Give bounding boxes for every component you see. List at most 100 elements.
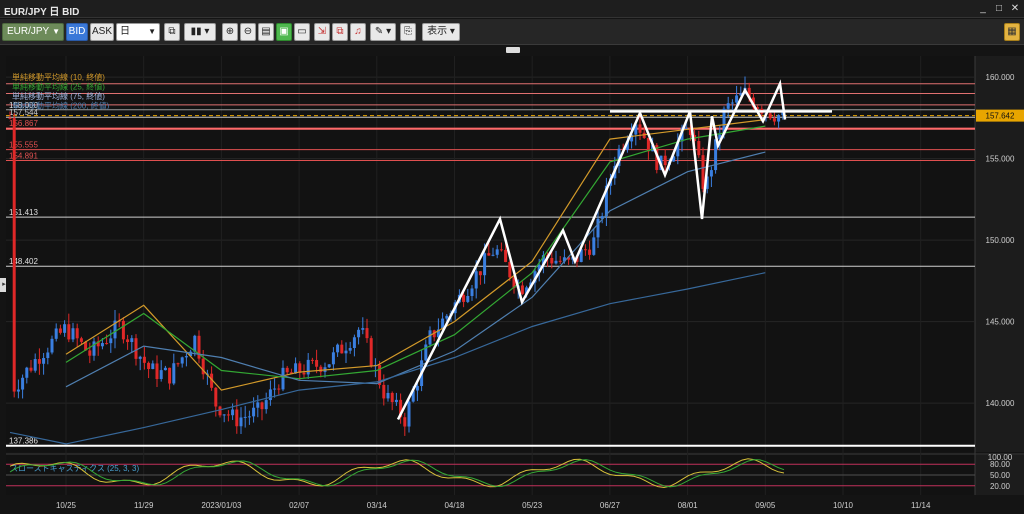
candle-body <box>50 338 54 353</box>
candle-body <box>96 341 100 347</box>
alert-icon[interactable]: ♫ <box>350 23 366 41</box>
display-label: 表示 <box>427 26 448 37</box>
candle-body <box>172 363 176 384</box>
window-icon[interactable]: ▭ <box>294 23 310 41</box>
candle-body <box>289 372 293 374</box>
date-axis-label: 2023/01/03 <box>201 501 242 510</box>
candle-body <box>121 320 125 340</box>
timeframe-select[interactable]: 日 ▼ <box>116 23 160 41</box>
candle-body <box>567 257 571 260</box>
level-label: 155.555 <box>9 141 38 150</box>
date-axis-label: 02/07 <box>289 501 310 510</box>
level-label: 137.386 <box>9 437 38 446</box>
candle-body <box>79 338 83 342</box>
candle-body <box>222 414 226 416</box>
candle-body <box>46 352 50 359</box>
candle-body <box>697 141 701 156</box>
draw-tool-icon[interactable]: ✎ ▾ <box>370 23 396 41</box>
candle-body <box>365 328 369 339</box>
date-axis-label: 05/23 <box>522 501 543 510</box>
candle-body <box>252 407 256 417</box>
candle-body <box>151 363 155 369</box>
side-panel-toggle[interactable]: ▸ <box>0 278 8 292</box>
candle-body <box>541 255 545 265</box>
candle-body <box>231 409 235 416</box>
candle-body <box>344 350 348 354</box>
candle-body <box>302 372 306 375</box>
candle-body <box>399 399 403 418</box>
moving-average-line <box>65 125 766 380</box>
bid-button[interactable]: BID <box>66 23 88 41</box>
current-price-label: 157.642 <box>986 112 1015 121</box>
date-axis-label: 04/18 <box>444 501 465 510</box>
candle-body <box>512 277 516 288</box>
settings-icon[interactable]: ▦ <box>1004 23 1020 41</box>
candle-body <box>189 351 193 357</box>
bar-style-icon[interactable]: ▮▮ ▾ <box>184 23 216 41</box>
collapse-handle[interactable] <box>506 47 520 53</box>
candle-body <box>92 341 96 356</box>
candle-body <box>361 328 365 330</box>
moving-average-line <box>9 431 67 445</box>
candle-body <box>735 95 739 103</box>
window-title: EUR/JPY 日 BID <box>4 7 80 18</box>
candle-body <box>193 335 197 352</box>
close-icon[interactable]: ✕ <box>1010 3 1020 14</box>
candle-body <box>714 139 718 171</box>
ask-button[interactable]: ASK <box>90 23 114 41</box>
candle-body <box>499 249 503 251</box>
candle-body <box>277 388 281 390</box>
level-label: 157.544 <box>9 108 38 117</box>
candle-body <box>134 338 138 359</box>
candle-body <box>722 108 726 135</box>
candle-body <box>12 118 16 392</box>
title-bar: EUR/JPY 日 BID _ □ ✕ <box>0 0 1024 18</box>
orders-icon[interactable]: ⧉ <box>332 23 348 41</box>
candle-body <box>466 295 470 302</box>
symbol-select[interactable]: EUR/JPY ▼ <box>2 23 64 41</box>
candle-body <box>739 93 743 96</box>
candle-body <box>88 350 92 356</box>
zoom-out-icon[interactable]: ⊖ <box>240 23 256 41</box>
minimize-icon[interactable]: _ <box>980 3 986 14</box>
copy-icon[interactable]: ⧉ <box>164 23 180 41</box>
restore-icon[interactable]: □ <box>995 3 1003 14</box>
candle-body <box>226 414 230 416</box>
candle-body <box>646 137 650 152</box>
date-axis-label: 10/25 <box>56 501 77 510</box>
candle-body <box>84 341 88 351</box>
candle-body <box>424 344 428 361</box>
panel-icon[interactable]: ▣ <box>276 23 292 41</box>
candle-body <box>663 155 667 166</box>
candle-body <box>273 388 277 390</box>
current-price-tag <box>976 109 1024 122</box>
candle-body <box>487 253 491 256</box>
order-icon[interactable]: ⇲ <box>314 23 330 41</box>
zoom-in-icon[interactable]: ⊕ <box>222 23 238 41</box>
candle-body <box>16 389 20 392</box>
date-axis-label: 03/14 <box>367 501 388 510</box>
toolbar: EUR/JPY ▼ BID ASK 日 ▼ ⧉ ▮▮ ▾ ⊕ ⊖ ▤ ▣ ▭ ⇲ ⧉… <box>0 19 1024 45</box>
candle-body <box>357 329 361 338</box>
chevron-down-icon: ▼ <box>148 27 156 36</box>
level-label: 158.000 <box>9 101 38 110</box>
table-icon[interactable]: ▤ <box>258 23 274 41</box>
candle-body <box>281 367 285 390</box>
screenshot-icon[interactable]: ⎘ <box>400 23 416 41</box>
candle-body <box>705 176 709 189</box>
candle-body <box>436 329 440 338</box>
candle-body <box>625 141 629 150</box>
candle-body <box>630 134 634 142</box>
candle-body <box>756 107 760 109</box>
candle-body <box>386 392 390 399</box>
candle-body <box>562 257 566 262</box>
candle-body <box>315 360 319 367</box>
display-menu[interactable]: 表示 ▾ <box>422 23 460 41</box>
symbol-label: EUR/JPY <box>7 26 50 37</box>
candle-body <box>676 141 680 157</box>
candle-body <box>352 337 356 349</box>
candle-body <box>201 358 205 375</box>
candle-body <box>336 344 340 353</box>
candle-body <box>168 367 172 384</box>
